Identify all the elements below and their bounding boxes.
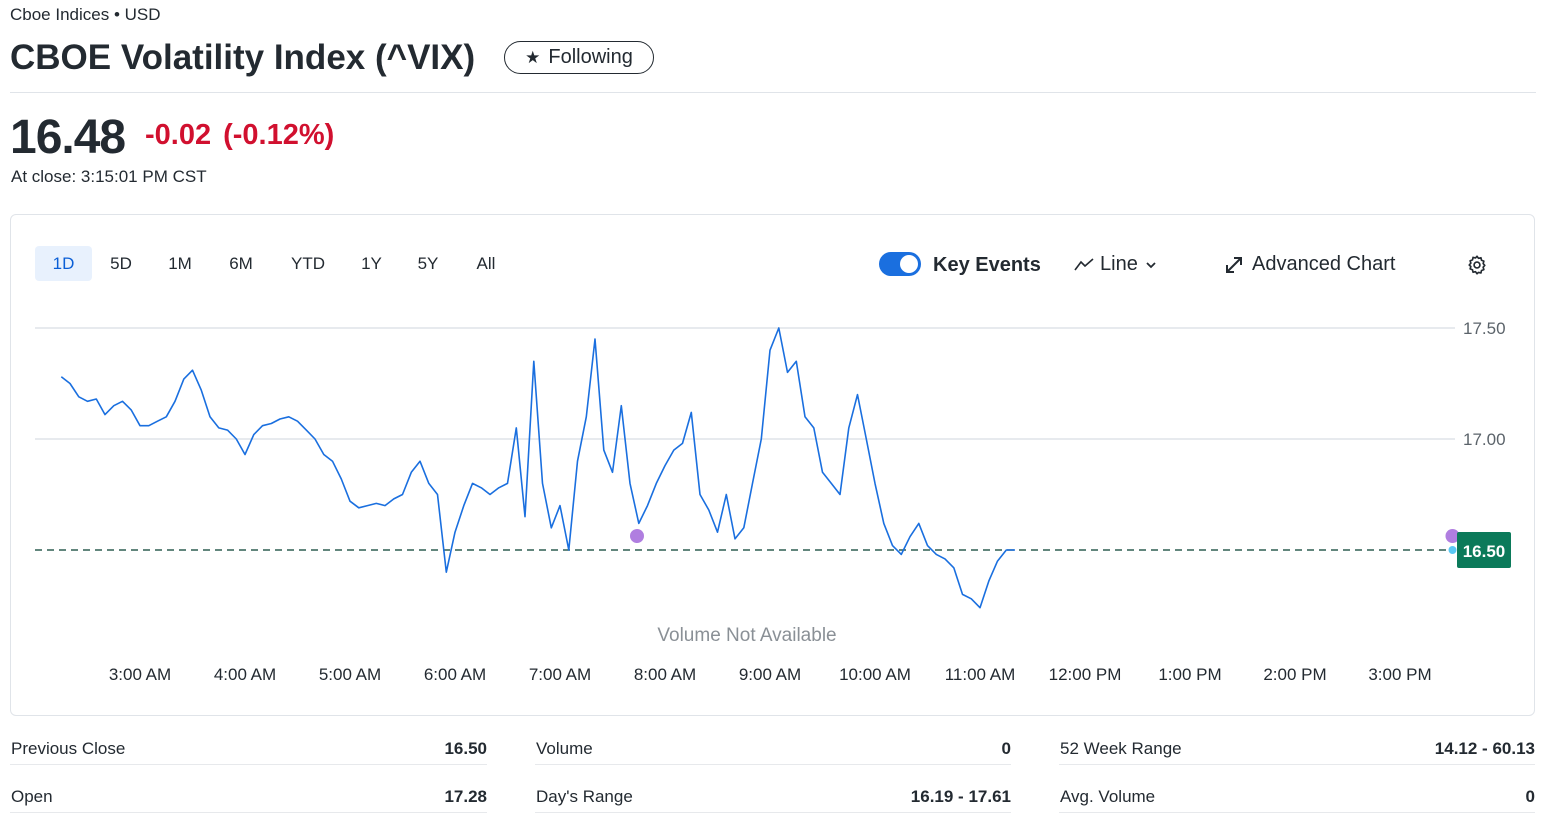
x-tick-label: 3:00 AM	[109, 665, 171, 684]
page-title: CBOE Volatility Index (^VIX)	[10, 38, 476, 77]
stat-previous-close-label: Previous Close	[11, 739, 126, 758]
chart-type-label: Line	[1100, 253, 1138, 275]
volume-not-available-label: Volume Not Available	[657, 625, 836, 646]
chart-type-dropdown[interactable]: Line	[1074, 253, 1158, 276]
x-tick-label: 10:00 AM	[839, 665, 911, 684]
previous-close-badge-label: 16.50	[1463, 542, 1506, 561]
key-event-marker	[1445, 529, 1460, 543]
key-events-label: Key Events	[933, 254, 1041, 276]
change-percent: (-0.12%)	[223, 119, 335, 151]
star-icon: ★	[525, 47, 541, 67]
stats-divider	[535, 764, 1011, 765]
stat-days-range-value: 16.19 - 17.61	[910, 787, 1011, 806]
range-1y-button[interactable]: 1Y	[361, 253, 382, 273]
y-tick-label: 17.50	[1463, 319, 1506, 338]
stat-volume-label: Volume	[536, 739, 593, 758]
following-button[interactable]: ★ Following	[504, 41, 654, 74]
stat-previous-close-value: 16.50	[444, 739, 487, 758]
stat-52-week-range-label: 52 Week Range	[1060, 739, 1182, 758]
last-price-dot	[1448, 546, 1457, 554]
y-tick-label: 17.00	[1463, 430, 1506, 449]
range-all-button[interactable]: All	[476, 253, 496, 273]
following-label: Following	[548, 46, 633, 68]
stats-divider	[1059, 812, 1535, 813]
change-value: -0.02	[145, 119, 212, 151]
stat-open-value: 17.28	[444, 787, 487, 806]
chevron-down-icon	[1146, 261, 1156, 268]
stat-open-label: Open	[11, 787, 53, 806]
stats-divider	[535, 812, 1011, 813]
key-event-marker	[630, 529, 644, 543]
stat-avg-volume-label: Avg. Volume	[1060, 787, 1156, 806]
range-ytd-button[interactable]: YTD	[291, 253, 325, 273]
range-1m-button[interactable]: 1M	[168, 253, 192, 273]
advanced-chart-label: Advanced Chart	[1252, 253, 1396, 275]
stats-divider	[1059, 764, 1535, 765]
line-chart-icon	[1074, 257, 1094, 270]
range-6m-button[interactable]: 6M	[229, 253, 253, 273]
key-events-toggle[interactable]	[879, 252, 921, 276]
x-tick-label: 6:00 AM	[424, 665, 486, 684]
x-tick-label: 5:00 AM	[319, 665, 381, 684]
stat-avg-volume-value: 0	[1525, 787, 1535, 806]
x-tick-label: 8:00 AM	[634, 665, 696, 684]
stat-volume-value: 0	[1001, 739, 1011, 758]
stat-52-week-range-value: 14.12 - 60.13	[1434, 739, 1535, 758]
price-line	[60, 327, 1015, 609]
expand-icon	[1226, 256, 1242, 273]
toggle-knob	[900, 255, 918, 273]
price-value: 16.48	[10, 111, 126, 164]
previous-close-badge	[1457, 532, 1511, 568]
x-tick-label: 4:00 AM	[214, 665, 276, 684]
header-divider	[10, 92, 1536, 93]
x-tick-label: 1:00 PM	[1158, 665, 1221, 684]
advanced-chart-button[interactable]: Advanced Chart	[1224, 253, 1395, 276]
x-tick-label: 11:00 AM	[945, 665, 1016, 684]
range-5y-button[interactable]: 5Y	[417, 253, 439, 273]
chart-card	[10, 214, 1535, 716]
range-5d-button[interactable]: 5D	[110, 253, 132, 273]
price-change: -0.02 (-0.12%)	[145, 119, 334, 152]
range-1d-button[interactable]: 1D	[35, 246, 92, 281]
x-tick-label: 7:00 AM	[529, 665, 591, 684]
x-tick-label: 3:00 PM	[1368, 665, 1431, 684]
stats-divider	[10, 764, 487, 765]
x-tick-label: 12:00 PM	[1049, 665, 1122, 684]
exchange-label: Cboe Indices • USD	[10, 5, 161, 24]
x-tick-label: 2:00 PM	[1263, 665, 1326, 684]
range-selector: 1D 5D 1M 6M YTD 1Y 5Y All	[35, 246, 515, 281]
close-time: At close: 3:15:01 PM CST	[11, 167, 207, 186]
stat-days-range-label: Day's Range	[536, 787, 633, 806]
gear-icon[interactable]	[1466, 254, 1488, 276]
x-tick-label: 9:00 AM	[739, 665, 801, 684]
stats-divider	[10, 812, 487, 813]
